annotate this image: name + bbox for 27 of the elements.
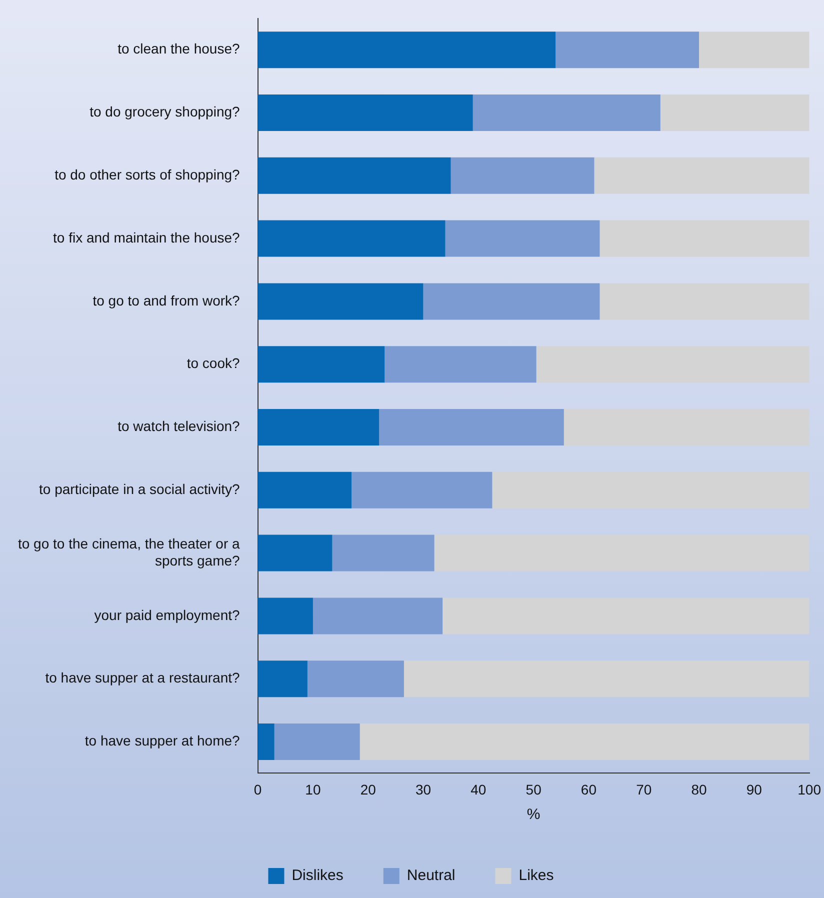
y-tick-label: to fix and maintain the house? [53, 229, 240, 246]
x-tick-label: 10 [305, 781, 321, 798]
x-tick-label: 60 [580, 781, 597, 798]
x-axis-title: % [526, 806, 540, 824]
y-tick-label: your paid employment? [94, 606, 240, 623]
x-tick-label: 50 [526, 781, 542, 798]
x-tick-label: 80 [691, 781, 708, 798]
legend-label: Likes [518, 867, 554, 884]
x-tick-label: 90 [746, 781, 762, 798]
x-tick-label: 40 [470, 781, 486, 798]
legend-label: Neutral [406, 867, 456, 884]
x-tick-label: 20 [360, 781, 376, 798]
y-tick-label: to go to and from work? [92, 292, 240, 308]
y-tick-label: to have supper at home? [84, 732, 240, 749]
x-tick-label: 100 [798, 781, 822, 798]
y-tick-label: to do grocery shopping? [90, 104, 240, 120]
y-tick-label: to go to the cinema, the theater or a sports game? [18, 536, 240, 568]
y-tick-label: to cook? [186, 355, 240, 372]
x-tick-label: 70 [636, 781, 652, 798]
y-tick-label: to clean the house? [118, 40, 240, 57]
y-tick-label: to have supper at a restaurant? [45, 670, 240, 686]
legend-label: Dislikes [292, 867, 344, 884]
x-tick-label: 0 [254, 781, 262, 798]
y-tick-label: to do other sorts of shopping? [54, 166, 240, 183]
x-tick-label: 30 [415, 781, 432, 798]
y-tick-label: to participate in a social activity? [39, 481, 240, 498]
y-tick-label: to watch television? [118, 418, 240, 434]
